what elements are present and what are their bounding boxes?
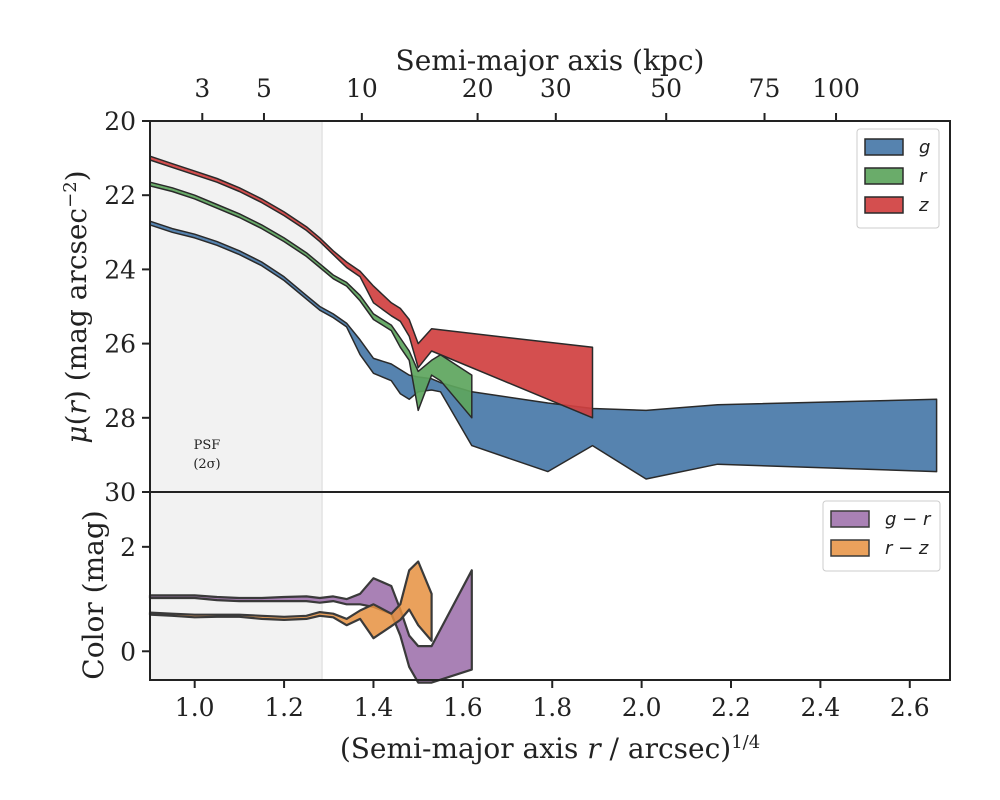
top-xtick-label: 5 bbox=[256, 74, 272, 103]
sb-legend-label-z: z bbox=[918, 195, 929, 216]
bottom-xtick-label: 1.2 bbox=[264, 693, 304, 722]
psf-label: PSF bbox=[194, 438, 221, 453]
bottom-xtick-label: 2.0 bbox=[622, 693, 662, 722]
color-axes-frame bbox=[149, 491, 951, 681]
top-xtick-label: 100 bbox=[812, 74, 860, 103]
top-xticks: 3 5 10 20 30 50 75 100 bbox=[194, 74, 860, 121]
bottom-xtick-label: 2.4 bbox=[801, 693, 841, 722]
sb-ytick-label: 30 bbox=[104, 478, 136, 507]
color-ytick-label: 2 bbox=[120, 533, 136, 562]
color-psf-region bbox=[150, 492, 323, 680]
sb-ytick-label: 26 bbox=[104, 330, 136, 359]
top-xtick-label: 50 bbox=[650, 74, 682, 103]
bottom-x-axis-title: (Semi-major axis r / arcsec)1/4 bbox=[340, 732, 760, 765]
bottom-xtick-label: 1.4 bbox=[354, 693, 394, 722]
series-band-g bbox=[149, 220, 938, 480]
series-band-r bbox=[149, 181, 473, 419]
color-legend-swatch-r-minus-z bbox=[830, 539, 870, 557]
color-legend-swatch-g-minus-r bbox=[830, 510, 870, 528]
sb-legend-swatch-r bbox=[864, 167, 904, 185]
sb-legend-label-r: r bbox=[919, 166, 928, 187]
color-ytick-label: 0 bbox=[120, 637, 136, 666]
color-series-layer bbox=[148, 560, 473, 684]
sb-legend-label-g: g bbox=[919, 137, 930, 158]
top-xtick-label: 3 bbox=[194, 74, 210, 103]
sb-ytick-label: 20 bbox=[104, 107, 136, 136]
bottom-xticks: 1.0 1.2 1.4 1.6 1.8 2.0 2.2 2.4 2.6 bbox=[175, 680, 930, 722]
color-yticks: 02 bbox=[120, 533, 150, 666]
sb-ytick-label: 22 bbox=[104, 181, 136, 210]
sb-legend-swatch-z bbox=[864, 196, 904, 214]
color-panel: 02 1.0 1.2 1.4 1.6 1.8 2.0 2.2 2.4 2.6 Color (ma… bbox=[77, 491, 951, 765]
psf-sublabel: (2σ) bbox=[193, 457, 220, 472]
color-y-axis-title: Color (mag) bbox=[77, 510, 110, 679]
series-band-r-minus-z bbox=[148, 560, 433, 642]
color-legend: g − r r − z bbox=[822, 500, 941, 572]
top-xtick-label: 20 bbox=[462, 74, 494, 103]
series-band-z bbox=[149, 155, 594, 419]
bottom-xtick-label: 1.0 bbox=[175, 693, 215, 722]
bottom-xtick-label: 1.6 bbox=[443, 693, 483, 722]
sb-panel: PSF (2σ) 20 22 24 26 28 30 3 5 10 20 30 50 75 100 μ(… bbox=[60, 44, 951, 507]
sb-yticks: 20 22 24 26 28 30 bbox=[104, 107, 150, 507]
top-xtick-label: 75 bbox=[749, 74, 781, 103]
top-xtick-label: 30 bbox=[540, 74, 572, 103]
sb-legend-swatch-g bbox=[864, 138, 904, 156]
sb-ytick-label: 28 bbox=[104, 404, 136, 433]
bottom-xtick-label: 2.6 bbox=[890, 693, 930, 722]
sb-y-axis-title: μ(r) (mag arcsec−2) bbox=[60, 170, 93, 443]
bottom-xtick-label: 1.8 bbox=[532, 693, 572, 722]
sb-series-layer bbox=[149, 155, 938, 480]
series-band-g-minus-r bbox=[148, 569, 473, 684]
sb-ytick-label: 24 bbox=[104, 255, 136, 284]
sb-legend: grz bbox=[856, 128, 940, 229]
bottom-xtick-label: 2.2 bbox=[711, 693, 751, 722]
top-xtick-label: 10 bbox=[346, 74, 378, 103]
color-legend-label-g-minus-r: g − r bbox=[885, 509, 932, 530]
top-x-axis-title: Semi-major axis (kpc) bbox=[396, 44, 705, 77]
color-legend-label-r-minus-z: r − z bbox=[885, 538, 929, 559]
sb-psf-region bbox=[150, 121, 323, 492]
